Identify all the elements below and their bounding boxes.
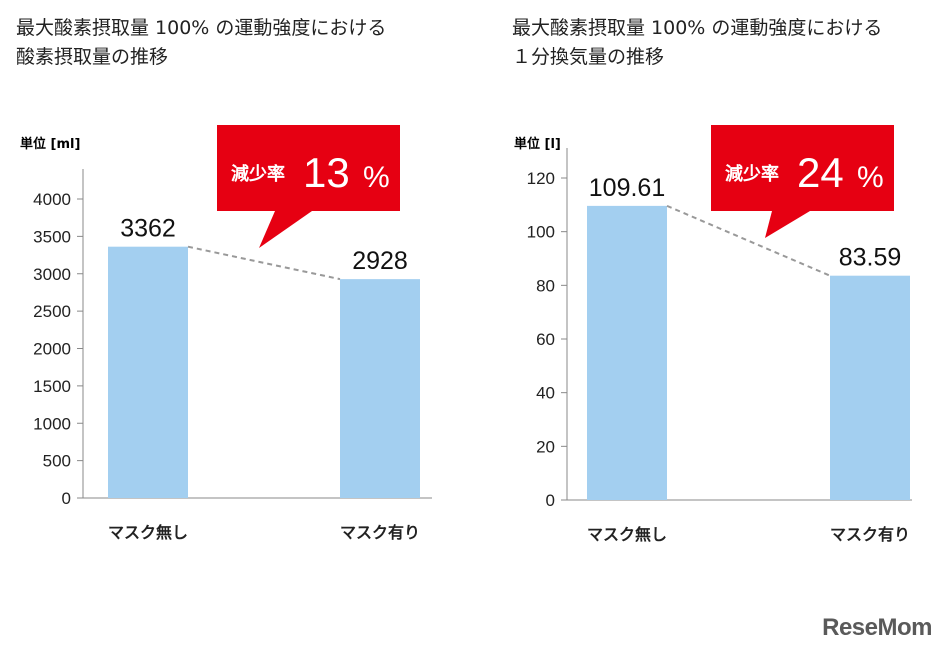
left-callout-label: 減少率 (231, 163, 285, 185)
left-value-label: 3362 (120, 215, 176, 243)
left-trend-dashed-line (187, 245, 341, 281)
right-y-tick-label: 100 (527, 223, 555, 242)
left-y-tick-label: 1000 (33, 414, 71, 433)
right-y-tick-label: 60 (536, 330, 555, 349)
left-y-tick-label: 3500 (33, 227, 71, 246)
right-bar (587, 205, 667, 501)
left-bar (108, 246, 188, 498)
right-bar (830, 275, 910, 500)
right-y-tick-label: 20 (536, 437, 555, 456)
right-callout-pointer (765, 211, 810, 238)
chart-title-left-line-1: 最大酸素摂取量 100% の運動強度における (16, 17, 387, 39)
left-unit-label: 単位 [ml] (20, 136, 80, 152)
left-y-tick-label: 3000 (33, 265, 71, 284)
left-value-label: 2928 (352, 247, 408, 275)
left-callout-value: 13 (303, 149, 350, 196)
chart-title-right-line-1: 最大酸素摂取量 100% の運動強度における (512, 17, 883, 39)
right-category-label: マスク有り (830, 525, 910, 544)
right-value-label: 83.59 (839, 244, 902, 272)
left-y-tick-label: 4000 (33, 190, 71, 209)
left-y-tick-label: 2500 (33, 302, 71, 321)
right-callout-unit: % (857, 161, 884, 194)
left-callout-unit: % (363, 161, 390, 194)
right-category-label: マスク無し (587, 525, 667, 544)
chart-title-left: 最大酸素摂取量 100% の運動強度における 酸素摂取量の推移 (16, 14, 386, 72)
resemom-logo: ReseMom (822, 614, 932, 641)
right-y-tick-label: 40 (536, 384, 555, 403)
chart-title-right: 最大酸素摂取量 100% の運動強度における １分換気量の推移 (512, 14, 882, 72)
left-callout-box (217, 125, 400, 211)
oxygen-uptake-bar-chart: 単位 [ml] 0 500 1000 1500 2000 2500 3000 3500 4000 3… (20, 125, 432, 542)
right-unit-label: 単位 [l] (514, 136, 561, 152)
chart-title-right-line-2: １分換気量の推移 (512, 46, 665, 68)
right-value-label: 109.61 (589, 174, 665, 202)
left-bar (340, 279, 420, 498)
left-callout-pointer (259, 211, 312, 248)
left-category-label: マスク有り (340, 523, 420, 542)
right-y-tick-label: 0 (546, 491, 555, 510)
right-y-tick-label: 120 (527, 169, 555, 188)
left-y-tick-label: 0 (62, 489, 71, 508)
ventilation-bar-chart: 単位 [l] 0 20 40 60 80 100 120 109.61 マスク無し 83.59 マスク… (514, 125, 912, 544)
left-y-tick-label: 2000 (33, 340, 71, 359)
left-y-tick-label: 1500 (33, 377, 71, 396)
chart-title-left-line-2: 酸素摂取量の推移 (16, 46, 169, 68)
left-category-label: マスク無し (108, 523, 188, 542)
right-y-tick-label: 80 (536, 276, 555, 295)
right-trend-dashed-line (666, 204, 831, 277)
right-callout-box (711, 125, 894, 211)
right-callout-value: 24 (797, 149, 844, 196)
left-y-tick-label: 500 (43, 452, 71, 471)
right-callout-label: 減少率 (725, 163, 779, 185)
